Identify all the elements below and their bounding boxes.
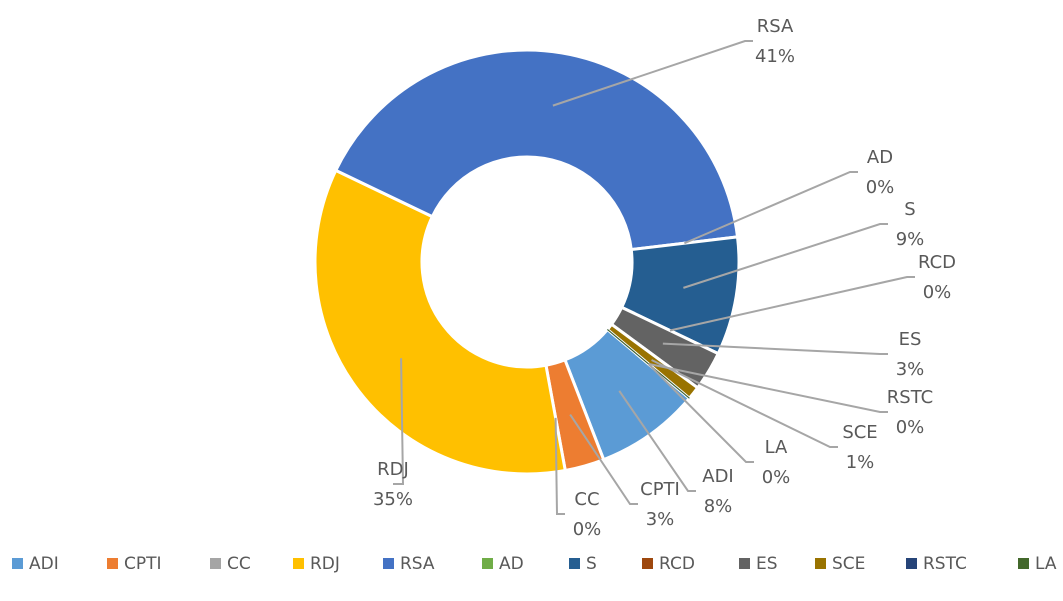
legend-label: RCD	[659, 554, 695, 574]
data-label-name: ES	[899, 329, 922, 350]
leader-line	[618, 390, 696, 492]
legend: ADI CPTI CC RDJ RSA AD S RCD ES SCE RSTC LA	[12, 554, 1057, 574]
data-label-value: 9%	[896, 229, 925, 250]
leader-line	[552, 40, 753, 107]
legend-label: AD	[499, 554, 524, 574]
data-label-name: ADI	[702, 466, 733, 487]
leader-line	[683, 171, 858, 245]
data-label-name: S	[904, 199, 915, 220]
legend-label: CC	[227, 554, 251, 574]
data-label-value: 3%	[646, 509, 675, 530]
data-label-value: 1%	[846, 452, 875, 473]
legend-swatch	[739, 558, 750, 569]
legend-label: CPTI	[124, 554, 162, 574]
legend-label: S	[586, 554, 597, 574]
legend-label: ADI	[29, 554, 59, 574]
leader-line	[648, 362, 888, 413]
data-label-value: 41%	[755, 46, 795, 67]
donut-slice	[333, 48, 740, 252]
data-label-name: RSTC	[887, 387, 933, 408]
legend-label: LA	[1035, 554, 1057, 574]
data-label-value: 0%	[896, 417, 925, 438]
legend-swatch	[1018, 558, 1029, 569]
legend-swatch	[12, 558, 23, 569]
leader-line	[669, 276, 915, 332]
legend-swatch	[642, 558, 653, 569]
legend-label: ES	[756, 554, 778, 574]
leader-line	[393, 358, 405, 485]
legend-label: RSA	[400, 554, 435, 574]
leader-line	[662, 342, 888, 355]
data-label-value: 35%	[373, 489, 413, 510]
data-label-value: 8%	[704, 496, 733, 517]
data-label-name: SCE	[842, 422, 877, 443]
legend-swatch	[383, 558, 394, 569]
data-label-value: 0%	[762, 467, 791, 488]
data-label-name: CC	[574, 489, 599, 510]
legend-swatch	[906, 558, 917, 569]
legend-swatch	[107, 558, 118, 569]
data-label-name: LA	[765, 437, 788, 458]
data-label-name: RDJ	[377, 459, 409, 480]
legend-swatch	[210, 558, 221, 569]
data-label-name: RSA	[757, 16, 794, 37]
legend-swatch	[569, 558, 580, 569]
donut-slice	[313, 168, 568, 476]
leader-line	[683, 223, 888, 289]
data-label-value: 0%	[866, 177, 895, 198]
data-label-value: 0%	[573, 519, 602, 540]
data-label-value: 3%	[896, 359, 925, 380]
leader-line	[651, 359, 838, 448]
legend-label: SCE	[832, 554, 865, 574]
leader-line	[569, 413, 638, 505]
data-label-name: AD	[867, 147, 893, 168]
data-label-name: CPTI	[640, 479, 680, 500]
legend-label: RDJ	[310, 554, 340, 574]
leader-line	[554, 417, 565, 515]
legend-label: RSTC	[923, 554, 967, 574]
legend-swatch	[815, 558, 826, 569]
data-label-value: 0%	[923, 282, 952, 303]
data-label-name: RCD	[918, 252, 956, 273]
leader-line	[647, 363, 754, 463]
legend-swatch	[293, 558, 304, 569]
legend-swatch	[482, 558, 493, 569]
